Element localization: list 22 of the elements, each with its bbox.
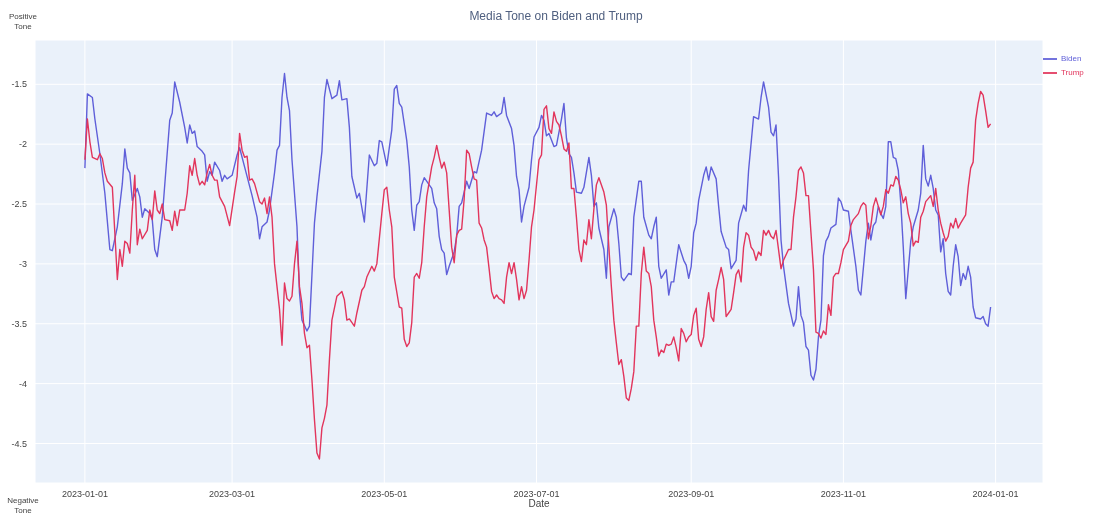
x-axis-title: Date — [528, 498, 550, 509]
legend-label: Biden — [1061, 54, 1082, 64]
legend-label: Trump — [1061, 68, 1084, 78]
x-tick-label: 2023-01-01 — [61, 489, 108, 500]
y-tick-label: -4.5 — [11, 438, 27, 449]
chart-title: Media Tone on Biden and Trump — [469, 9, 643, 23]
x-tick-label: 2023-07-01 — [513, 489, 560, 500]
y-tick-label: -1.5 — [11, 79, 27, 90]
text: Positive Tone — [8, 12, 38, 32]
x-tick-label: 2023-09-01 — [668, 489, 715, 500]
text: Negative Tone — [6, 496, 40, 515]
line-series — [84, 72, 992, 381]
y-tick-label: -3 — [18, 259, 27, 270]
x-tick-label: 2023-11-01 — [820, 489, 867, 500]
line-series — [84, 90, 992, 460]
x-tick-label: 2023-03-01 — [209, 489, 256, 500]
y-tick-label: -3.5 — [11, 318, 27, 329]
x-tick-label: 2024-01-01 — [972, 489, 1019, 500]
y-tick-label: -2.5 — [11, 199, 27, 210]
x-tick-label: 2023-05-01 — [361, 489, 408, 500]
y-tick-label: -4 — [18, 378, 27, 389]
y-tick-label: -2 — [18, 139, 27, 150]
